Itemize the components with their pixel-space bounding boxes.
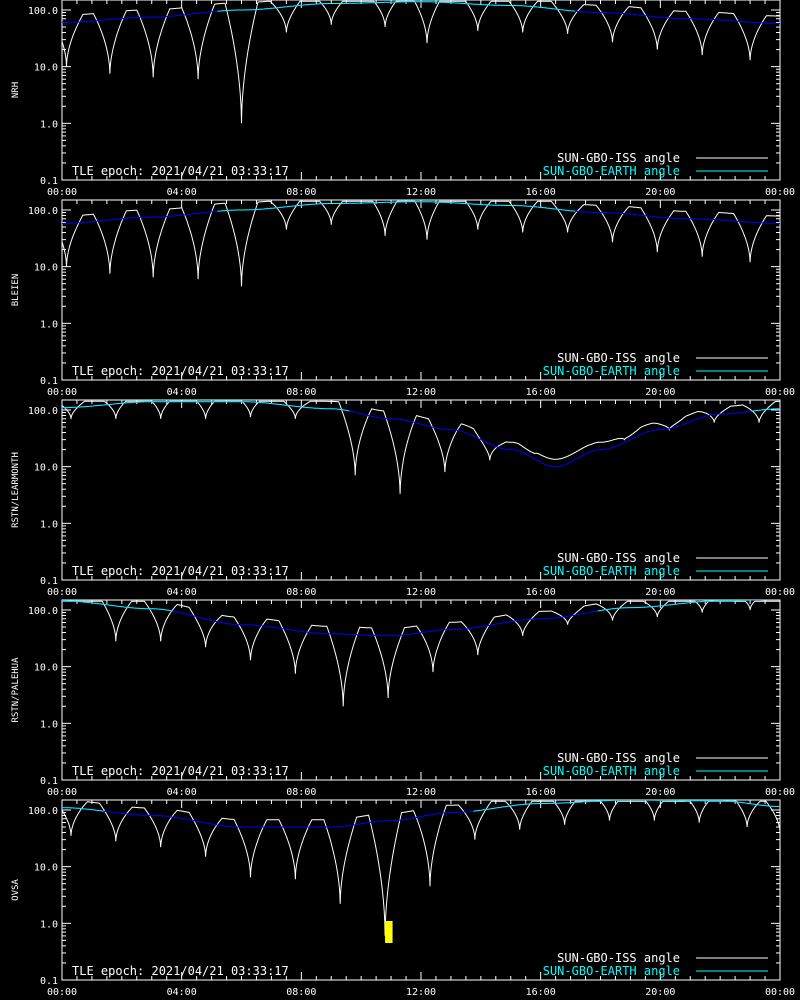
earth-angle-highlight [62,600,173,612]
data-layer [62,200,780,287]
y-tick-label: 10.0 [34,463,58,474]
y-tick-label: 100.0 [28,606,58,617]
earth-angle-highlight [597,600,764,612]
legend-label-iss: SUN-GBO-ISS angle [557,551,680,565]
x-tick-label: 00:00 [47,787,77,798]
y-tick-label: 10.0 [34,663,58,674]
legend-label-iss: SUN-GBO-ISS angle [557,751,680,765]
x-tick-label: 12:00 [406,387,436,398]
iss-angle-line [62,200,780,287]
x-tick-label: 16:00 [526,387,556,398]
data-layer [62,400,780,494]
panel-3: 00:00 04:00 08:00 12:00 16:00 20:00 00:000.11.… [11,599,795,798]
x-tick-label: 16:00 [526,787,556,798]
epoch-label: TLE epoch: 2021/04/21 03:33:17 [72,964,289,978]
y-tick-label: 0.1 [40,576,58,587]
panel-1: 00:00 04:00 08:00 12:00 16:00 20:00 00:000.11.… [11,199,795,398]
x-tick-label: 16:00 [526,587,556,598]
x-tick-label: 00:00 [47,987,77,998]
x-tick-label: 04:00 [167,387,197,398]
legend-label-earth: SUN-GBO-EARTH angle [543,964,680,978]
y-axis-label: OVSA [11,879,21,901]
earth-angle-highlight [62,401,350,412]
earth-angle-highlight [217,201,576,212]
earth-angle-highlight [217,1,576,12]
x-tick-label: 00:00 [765,987,795,998]
legend-label-iss: SUN-GBO-ISS angle [557,351,680,365]
y-tick-label: 0.1 [40,376,58,387]
x-tick-label: 00:00 [47,187,77,198]
x-tick-label: 16:00 [526,987,556,998]
y-axis-label: RSTN/PALEHUA [11,657,21,723]
y-axis-label: NRH [11,82,21,98]
x-tick-label: 12:00 [406,787,436,798]
y-tick-label: 10.0 [34,263,58,274]
epoch-label: TLE epoch: 2021/04/21 03:33:17 [72,164,289,178]
y-tick-label: 1.0 [40,919,58,930]
highlight-marker [385,920,393,943]
epoch-label: TLE epoch: 2021/04/21 03:33:17 [72,564,289,578]
x-tick-label: 12:00 [406,587,436,598]
x-tick-label: 08:00 [286,987,316,998]
y-tick-label: 0.1 [40,976,58,987]
x-tick-label: 04:00 [167,587,197,598]
panel-4: 00:00 04:00 08:00 12:00 16:00 20:00 00:000.11.… [11,799,795,998]
x-tick-label: 00:00 [765,787,795,798]
earth-angle-highlight [473,800,780,812]
x-tick-label: 16:00 [526,187,556,198]
y-tick-label: 100.0 [28,406,58,417]
legend-label-iss: SUN-GBO-ISS angle [557,951,680,965]
panel-2: 00:00 04:00 08:00 12:00 16:00 20:00 00:000.11.… [11,399,795,598]
x-tick-label: 00:00 [765,387,795,398]
y-tick-label: 1.0 [40,719,58,730]
panel-0: 00:00 04:00 08:00 12:00 16:00 20:00 00:000.11.… [11,0,795,198]
y-tick-label: 100.0 [28,6,58,17]
y-axis-label: BLEIEN [11,274,21,307]
earth-angle-highlight [751,408,780,412]
x-tick-label: 00:00 [47,387,77,398]
x-tick-label: 20:00 [645,187,675,198]
x-tick-label: 20:00 [645,587,675,598]
x-tick-label: 04:00 [167,187,197,198]
y-tick-label: 10.0 [34,63,58,74]
data-layer [62,800,780,943]
data-layer [62,0,780,124]
legend-label-earth: SUN-GBO-EARTH angle [543,364,680,378]
iss-angle-line [62,800,780,936]
x-tick-label: 04:00 [167,987,197,998]
y-tick-label: 1.0 [40,119,58,130]
y-tick-label: 100.0 [28,806,58,817]
x-tick-label: 12:00 [406,987,436,998]
legend-label-earth: SUN-GBO-EARTH angle [543,564,680,578]
x-tick-label: 08:00 [286,587,316,598]
epoch-label: TLE epoch: 2021/04/21 03:33:17 [72,764,289,778]
x-tick-label: 20:00 [645,387,675,398]
y-tick-label: 10.0 [34,863,58,874]
x-tick-label: 08:00 [286,787,316,798]
iss-angle-line [62,0,780,124]
x-tick-label: 00:00 [765,187,795,198]
x-tick-label: 20:00 [645,987,675,998]
y-tick-label: 0.1 [40,776,58,787]
x-tick-label: 00:00 [47,587,77,598]
y-tick-label: 1.0 [40,319,58,330]
earth-angle-highlight [62,807,104,812]
y-tick-label: 1.0 [40,519,58,530]
legend-label-earth: SUN-GBO-EARTH angle [543,764,680,778]
y-axis-label: RSTN/LEARMONTH [11,452,21,528]
epoch-label: TLE epoch: 2021/04/21 03:33:17 [72,364,289,378]
y-tick-label: 100.0 [28,206,58,217]
x-tick-label: 04:00 [167,787,197,798]
y-tick-label: 0.1 [40,176,58,187]
legend-label-earth: SUN-GBO-EARTH angle [543,164,680,178]
legend-label-iss: SUN-GBO-ISS angle [557,151,680,165]
x-tick-label: 08:00 [286,187,316,198]
x-tick-label: 08:00 [286,387,316,398]
x-tick-label: 00:00 [765,587,795,598]
x-tick-label: 20:00 [645,787,675,798]
x-tick-label: 12:00 [406,187,436,198]
data-layer [62,600,780,707]
